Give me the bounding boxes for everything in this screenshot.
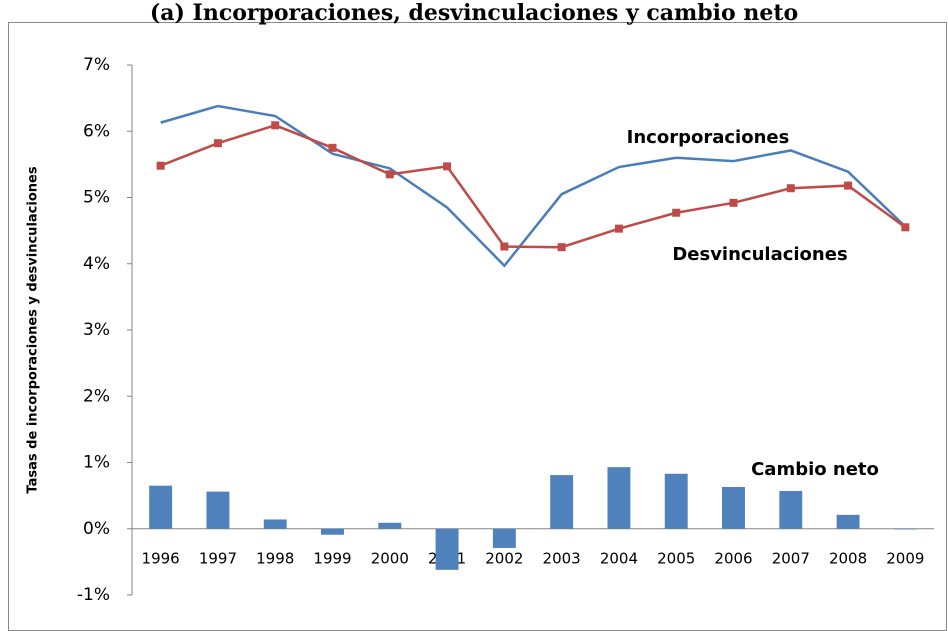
x-tick-label: 2007 <box>772 549 810 567</box>
marker <box>500 242 509 251</box>
marker <box>213 139 222 148</box>
bar <box>206 491 230 529</box>
line <box>160 104 907 268</box>
bar <box>435 528 459 570</box>
marker <box>271 121 280 130</box>
y-tick-label: 5% <box>83 188 110 208</box>
x-tick-label: 2009 <box>886 549 924 567</box>
x-tick-label: 1996 <box>142 549 180 567</box>
series-label: Cambio neto <box>751 459 879 480</box>
x-tick-label: 2008 <box>829 549 867 567</box>
x-tick-label: 2002 <box>485 549 523 567</box>
bar <box>550 475 574 529</box>
chart-title: (a) Incorporaciones, desvinculaciones y … <box>150 0 798 26</box>
marker <box>844 181 853 190</box>
x-tick-label: 1998 <box>256 549 294 567</box>
x-tick-label: 1997 <box>199 549 237 567</box>
marker <box>443 162 452 171</box>
x-tick-label: 2003 <box>543 549 581 567</box>
y-tick-label: 6% <box>83 121 110 141</box>
y-tick-label: 0% <box>83 519 110 539</box>
marker <box>328 143 337 152</box>
bar <box>607 467 631 529</box>
marker <box>901 223 910 232</box>
x-tick-label: 2000 <box>371 549 409 567</box>
y-tick-label: -1% <box>77 585 110 605</box>
marker <box>385 170 394 179</box>
bar <box>263 519 287 529</box>
bar <box>893 528 917 530</box>
bar <box>779 490 803 529</box>
y-tick-label: 4% <box>83 254 110 274</box>
y-tick-label: 7% <box>83 55 110 75</box>
marker <box>557 243 566 252</box>
x-tick-label: 2006 <box>714 549 752 567</box>
y-tick-label: 2% <box>83 386 110 406</box>
bar <box>149 485 173 529</box>
bar <box>664 473 688 529</box>
bar <box>321 528 344 535</box>
bar <box>378 522 402 529</box>
y-tick-label: 1% <box>83 453 110 473</box>
marker <box>614 224 623 233</box>
series-label: Desvinculaciones <box>672 244 847 265</box>
x-tick-label: 2005 <box>657 549 695 567</box>
chart-frame <box>8 22 947 631</box>
x-tick-label: 1999 <box>313 549 351 567</box>
marker <box>729 198 738 207</box>
bar <box>836 514 860 529</box>
x-tick-label: 2004 <box>600 549 638 567</box>
line <box>160 123 907 249</box>
series-label: Incorporaciones <box>627 127 790 148</box>
marker <box>672 208 681 217</box>
marker <box>786 184 795 193</box>
y-tick-label: 3% <box>83 320 110 340</box>
bar <box>722 487 745 529</box>
y-axis-label: Tasas de incorporaciones y desvinculacio… <box>26 166 41 493</box>
bar <box>492 528 516 548</box>
marker <box>156 161 165 170</box>
